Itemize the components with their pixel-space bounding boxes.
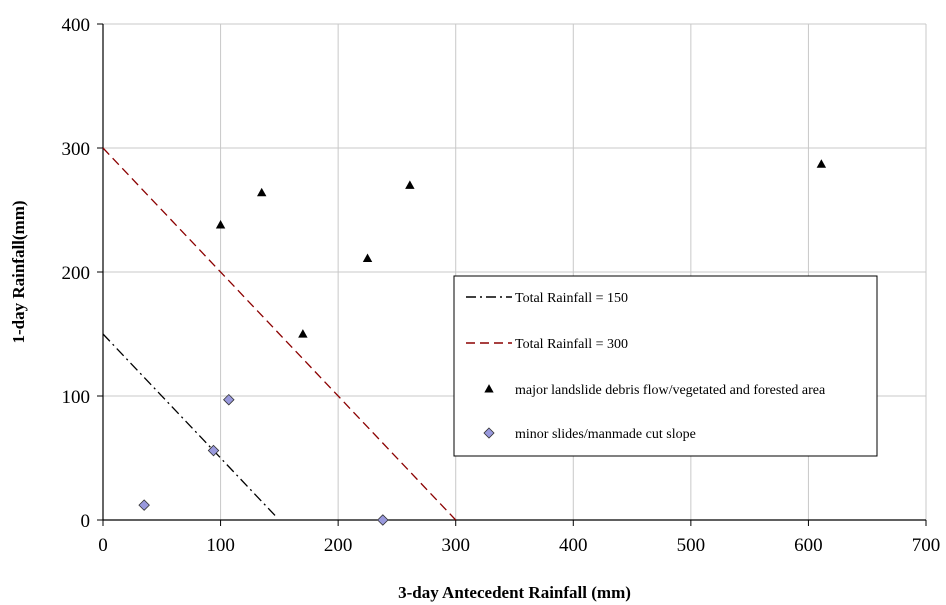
legend-label: Total Rainfall = 150 — [515, 291, 628, 306]
y-tick-label: 100 — [62, 387, 91, 408]
diamond-marker — [138, 499, 150, 511]
plot-frame — [97, 23, 927, 526]
series-line-2 — [102, 147, 457, 521]
triangle-marker — [405, 180, 415, 189]
legend-label: minor slides/manmade cut slope — [515, 427, 696, 442]
triangle-marker — [816, 159, 827, 168]
y-tick-label: 0 — [81, 511, 91, 532]
y-tick-label: 200 — [62, 263, 91, 284]
diamond-marker — [207, 444, 220, 457]
triangle-marker — [298, 329, 308, 338]
x-tick-label: 600 — [794, 535, 823, 556]
triangle-marker — [215, 220, 226, 229]
legend-swatch-triangle — [484, 384, 494, 393]
x-tick-label: 100 — [206, 535, 235, 556]
x-tick-label: 300 — [441, 535, 470, 556]
x-tick-label: 400 — [559, 535, 588, 556]
x-tick-label: 200 — [324, 535, 353, 556]
y-tick-label: 300 — [62, 139, 91, 160]
diamond-marker — [223, 393, 235, 406]
triangle-marker — [257, 187, 267, 197]
x-axis-title: 3-day Antecedent Rainfall (mm) — [398, 583, 631, 602]
legend-swatch-diamond — [483, 427, 495, 439]
legend: Total Rainfall = 150 Total Rainfall = 300… — [453, 275, 878, 457]
y-axis-title: 1-day Rainfall(mm) — [9, 200, 28, 343]
series-line-1 — [102, 333, 278, 518]
x-tick-label: 500 — [677, 535, 706, 556]
tick-labels: 0 100 200 300 400 500 600 700 0 100 200 300 400 — [62, 15, 941, 556]
y-tick-label: 400 — [62, 15, 91, 36]
legend-box — [453, 275, 878, 457]
triangle-marker — [362, 253, 373, 263]
legend-label: Total Rainfall = 300 — [515, 337, 628, 352]
x-tick-label: 0 — [98, 535, 108, 556]
diamond-marker — [377, 514, 389, 526]
series-layer — [102, 147, 827, 526]
legend-label: major landslide debris flow/vegetated an… — [515, 383, 826, 398]
x-tick-label: 700 — [912, 535, 941, 556]
